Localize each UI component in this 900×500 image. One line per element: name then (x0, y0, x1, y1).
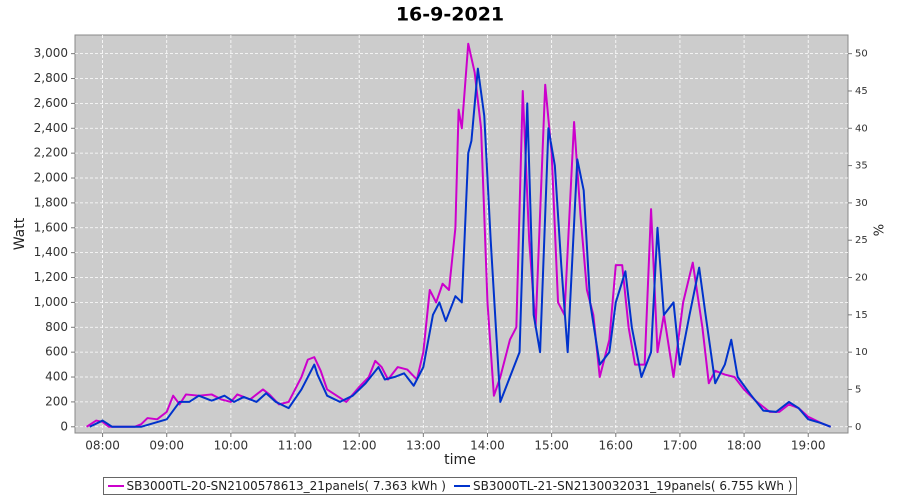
y2-tick-label: 45 (855, 86, 868, 97)
y-tick-label: 2,400 (34, 121, 68, 135)
legend: SB3000TL-20-SN2100578613_21panels( 7.363… (0, 477, 900, 495)
y2-tick-label: 30 (855, 198, 868, 209)
y2-tick-label: 15 (855, 310, 868, 321)
y2-axis-label: % (873, 224, 888, 236)
y-tick-label: 200 (45, 394, 68, 408)
y2-tick-label: 0 (855, 422, 861, 433)
y-tick-label: 600 (45, 345, 68, 359)
x-tick-label: 08:00 (85, 439, 120, 453)
y2-tick-label: 10 (855, 347, 868, 358)
x-tick-label: 19:00 (791, 439, 826, 453)
y-axis-label: Watt (12, 217, 28, 250)
y2-tick-label: 20 (855, 273, 868, 284)
y-tick-label: 0 (60, 419, 68, 433)
series-line (86, 42, 832, 428)
x-tick-label: 09:00 (149, 439, 184, 453)
x-tick-label: 15:00 (534, 439, 569, 453)
x-tick-label: 10:00 (214, 439, 249, 453)
legend-label: SB3000TL-21-SN2130032031_19panels( 6.755… (473, 479, 793, 493)
x-tick-label: 16:00 (598, 439, 633, 453)
x-tick-label: 13:00 (406, 439, 441, 453)
x-axis-label: time (444, 452, 476, 468)
y-tick-label: 800 (45, 320, 68, 334)
y-tick-label: 400 (45, 370, 68, 384)
y2-tick-label: 40 (855, 123, 868, 134)
y-tick-label: 2,000 (34, 171, 68, 185)
x-tick-label: 17:00 (663, 439, 698, 453)
series-line (89, 67, 832, 428)
chart: 16-9-2021 time Watt % 02004006008001,000… (12, 4, 888, 469)
y2-tick-label: 25 (855, 235, 868, 246)
legend-symbol (107, 485, 124, 487)
y-tick-label: 3,000 (34, 46, 68, 60)
y-tick-label: 2,200 (34, 146, 68, 160)
x-tick-label: 11:00 (278, 439, 313, 453)
x-tick-label: 14:00 (470, 439, 505, 453)
y-tick-label: 2,800 (34, 71, 68, 85)
y-tick-label: 1,600 (34, 220, 68, 234)
x-tick-label: 18:00 (727, 439, 762, 453)
y2-tick-label: 50 (855, 49, 868, 60)
legend-item: SB3000TL-20-SN2100578613_21panels( 7.363… (107, 479, 446, 493)
y2-tick-label: 35 (855, 161, 868, 172)
chart-title: 16-9-2021 (396, 4, 504, 26)
legend-symbol (454, 485, 470, 487)
y2-tick-label: 5 (855, 384, 861, 395)
y-tick-label: 1,400 (34, 245, 68, 259)
legend-item: SB3000TL-21-SN2130032031_19panels( 6.755… (454, 479, 792, 493)
plot-area (74, 34, 849, 434)
y-tick-label: 1,000 (34, 295, 68, 309)
y-tick-label: 2,600 (34, 96, 68, 110)
y-tick-label: 1,200 (34, 270, 68, 284)
legend-box: SB3000TL-20-SN2100578613_21panels( 7.363… (102, 477, 798, 495)
legend-label: SB3000TL-20-SN2100578613_21panels( 7.363… (126, 479, 446, 493)
y-tick-label: 1,800 (34, 195, 68, 209)
x-tick-label: 12:00 (342, 439, 377, 453)
